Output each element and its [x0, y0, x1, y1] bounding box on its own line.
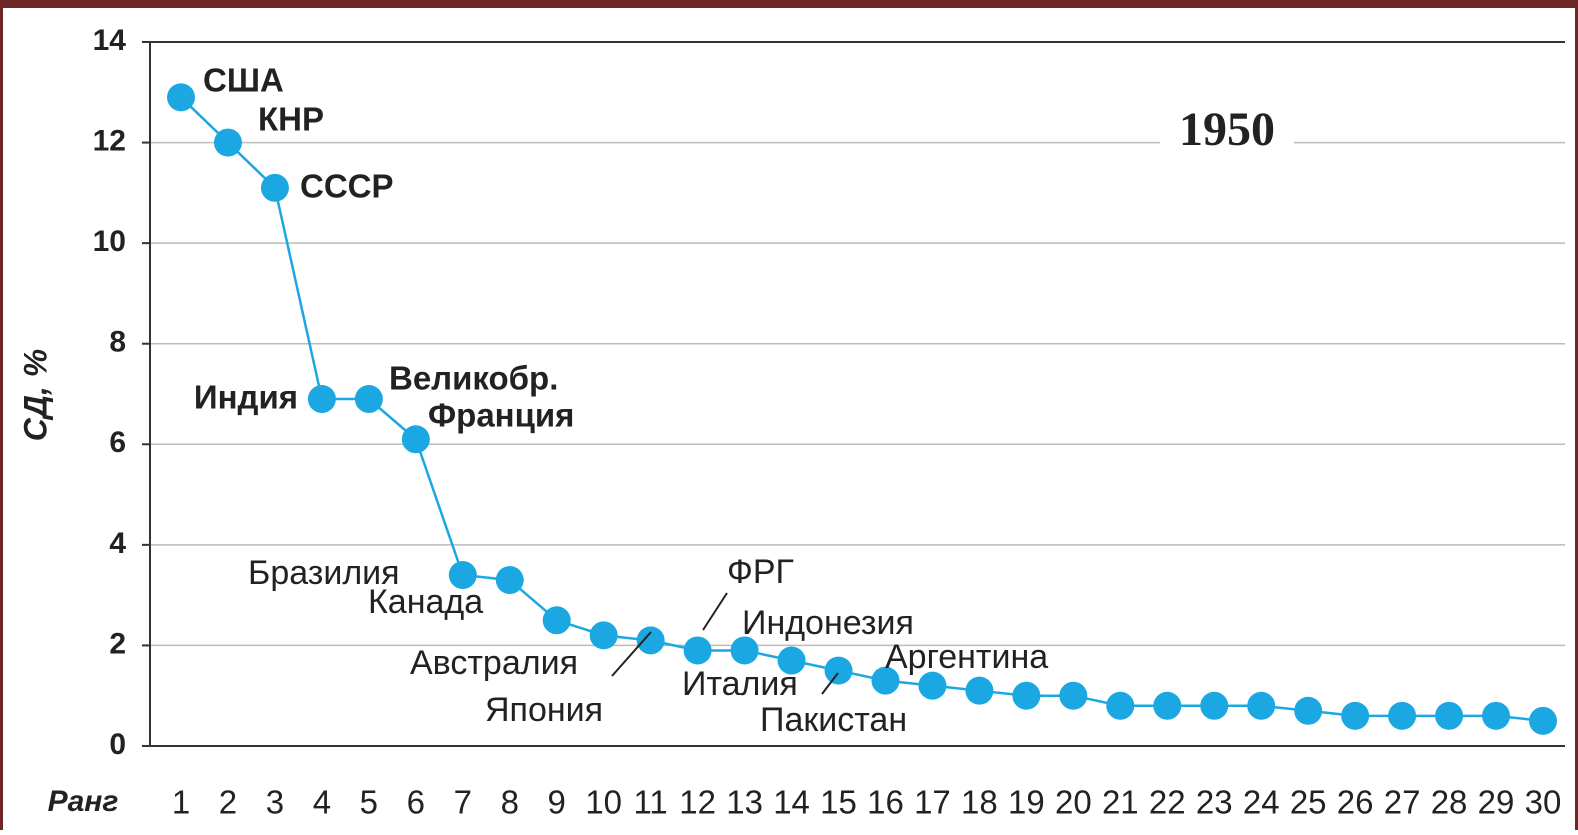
country-label: Канада [368, 583, 483, 621]
y-tick-label: 4 [109, 527, 126, 560]
marker [1059, 681, 1088, 710]
y-tick-label: 10 [93, 225, 126, 258]
marker [1012, 681, 1041, 710]
marker [307, 385, 336, 414]
x-tick-label: 10 [585, 784, 622, 821]
marker [167, 83, 195, 112]
marker [401, 425, 430, 454]
marker [495, 566, 524, 595]
x-axis-label: Ранг [48, 785, 119, 818]
marker [683, 636, 712, 665]
left-edge [0, 0, 3, 830]
marker [1435, 701, 1464, 730]
marker [824, 656, 853, 685]
marker [777, 646, 806, 675]
x-tick-label: 13 [726, 784, 763, 821]
year: 1950 [1179, 103, 1275, 156]
country-label: КНР [258, 101, 324, 138]
x-tick-label: 12 [679, 784, 716, 821]
y-tick-label: 6 [109, 426, 126, 459]
marker [213, 128, 242, 157]
country-label: Аргентина [885, 638, 1048, 676]
x-tick-label: 18 [961, 784, 998, 821]
leader-line [821, 672, 839, 695]
x-tick-label: 5 [360, 784, 378, 821]
x-tick-label: 29 [1478, 784, 1515, 821]
x-tick-label: 15 [820, 784, 857, 821]
x-tick-label: 24 [1243, 784, 1280, 821]
country-label: Великобр. [389, 360, 558, 397]
marker [542, 606, 571, 635]
country-label: Пакистан [760, 701, 907, 739]
y-axis-label: СД, % [17, 349, 53, 441]
x-tick-label: 11 [634, 784, 668, 821]
x-tick-label: 30 [1525, 784, 1562, 821]
x-tick-label: 27 [1384, 784, 1421, 821]
x-tick-label: 2 [219, 784, 237, 821]
x-tick-label: 14 [773, 784, 810, 821]
marker [1294, 696, 1323, 725]
marker [1153, 691, 1182, 720]
marker [965, 676, 994, 705]
country-label: СССР [300, 168, 394, 205]
marker [354, 385, 383, 414]
y-tick-label: 12 [93, 124, 126, 157]
marker [730, 636, 759, 665]
y-tick-label: 8 [109, 326, 126, 359]
country-label: США [203, 62, 284, 99]
country-label: Индия [194, 379, 298, 416]
x-tick-label: 3 [266, 784, 284, 821]
marker [260, 173, 289, 202]
x-tick-label: 28 [1431, 784, 1468, 821]
x-tick-label: 17 [914, 784, 951, 821]
x-tick-label: 20 [1055, 784, 1092, 821]
country-label: Япония [485, 691, 603, 729]
marker [1529, 706, 1557, 735]
marker [589, 621, 618, 650]
x-tick-label: 16 [867, 784, 904, 821]
x-tick-label: 6 [407, 784, 425, 821]
x-tick-label: 25 [1290, 784, 1327, 821]
marker [918, 671, 947, 700]
country-label: Австралия [410, 644, 578, 682]
x-tick-label: 19 [1008, 784, 1045, 821]
country-label: Италия [682, 665, 798, 703]
top-bar [0, 0, 1578, 8]
x-tick-label: 21 [1102, 784, 1139, 821]
leader-line [702, 592, 728, 631]
marker [448, 561, 477, 590]
country-label: Франция [428, 397, 574, 434]
right-edge [1575, 0, 1578, 830]
leader-line [611, 631, 652, 677]
marker [871, 666, 900, 695]
x-tick-label: 8 [501, 784, 519, 821]
x-tick-label: 23 [1196, 784, 1233, 821]
x-tick-label: 26 [1337, 784, 1374, 821]
country-label: ФРГ [727, 553, 794, 591]
x-tick-label: 4 [313, 784, 331, 821]
y-tick-label: 2 [109, 627, 126, 660]
x-tick-label: 9 [548, 784, 566, 821]
marker [1341, 701, 1370, 730]
x-tick-label: 22 [1149, 784, 1186, 821]
y-tick-label: 14 [93, 24, 127, 57]
x-tick-label: 1 [172, 784, 190, 821]
y-tick-label: 0 [109, 728, 126, 761]
marker [636, 626, 665, 655]
marker [1106, 691, 1135, 720]
marker [1482, 701, 1511, 730]
year-bg [1160, 110, 1294, 158]
marker [1247, 691, 1276, 720]
marker [1388, 701, 1417, 730]
x-tick-label: 7 [454, 784, 472, 821]
country-label: Бразилия [248, 554, 400, 592]
country-label: Индонезия [742, 604, 914, 642]
marker [1200, 691, 1229, 720]
